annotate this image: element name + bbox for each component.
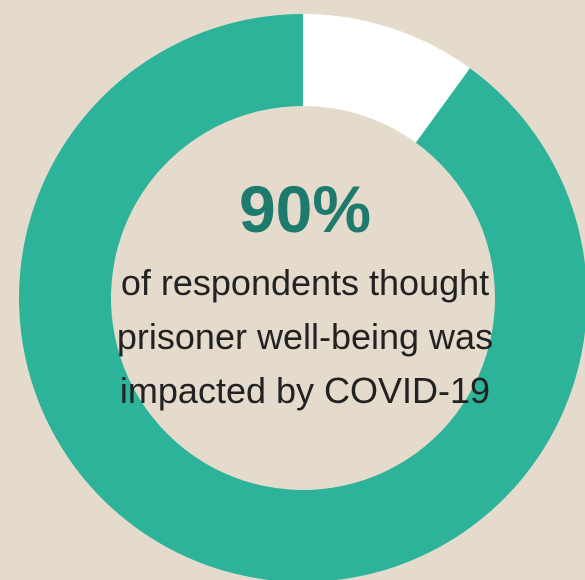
donut-slice-impacted	[19, 14, 585, 580]
caption-line-3: impacted by COVID-19	[119, 370, 491, 411]
caption-line-2: prisoner well-being was	[116, 316, 494, 357]
caption-line-1: of respondents thought	[120, 262, 490, 303]
percentage-value: 90%	[238, 172, 372, 246]
caption: of respondents thought prisoner well-bei…	[60, 256, 550, 418]
donut-slice-not-impacted	[303, 14, 470, 143]
center-label: 90% of respondents thought prisoner well…	[60, 168, 550, 418]
